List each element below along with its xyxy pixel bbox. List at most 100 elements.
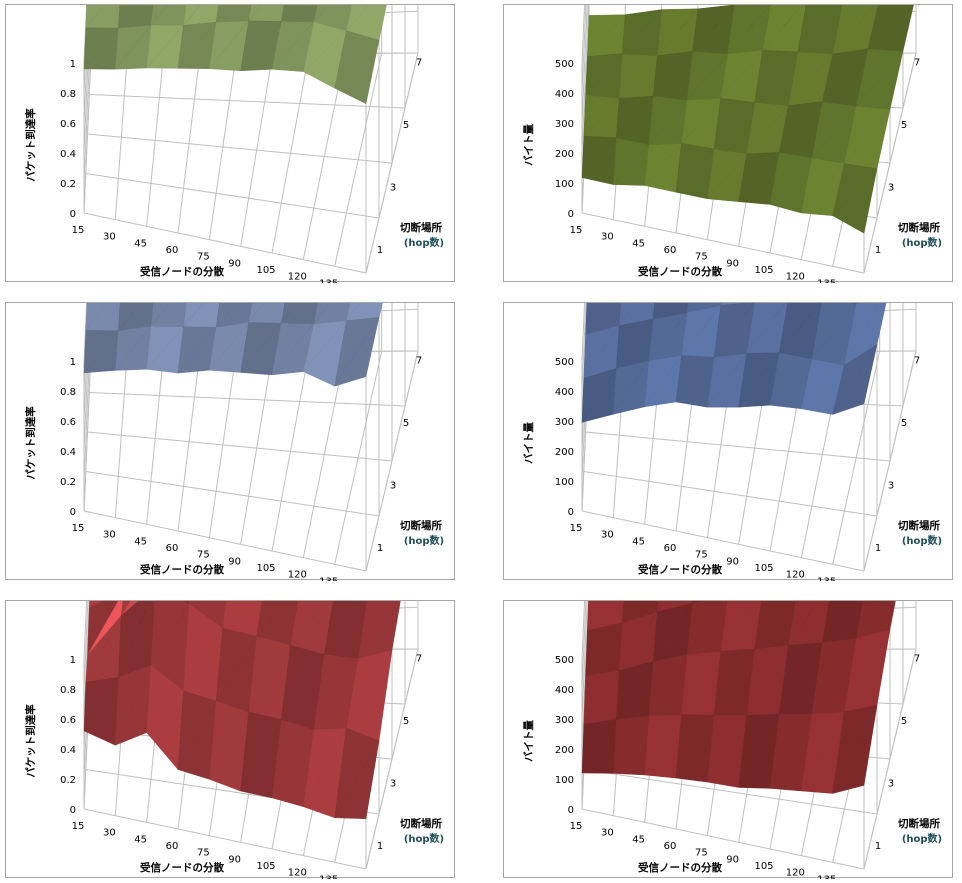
grid-line — [581, 303, 587, 391]
x-tick-label: 105 — [256, 265, 275, 276]
y-tick-label: 0.2 — [60, 179, 76, 190]
surface-facet — [334, 39, 380, 104]
y-tick-label: 500 — [555, 59, 574, 70]
x-tick-label: 120 — [288, 272, 307, 283]
grid-line — [863, 52, 917, 274]
y-tick-label: 0.8 — [60, 685, 76, 696]
y-axis-label: バイト量 — [522, 422, 535, 464]
grid-line — [581, 5, 586, 63]
x-tick-label: 60 — [664, 245, 677, 256]
y-tick-label: 0.8 — [60, 387, 76, 398]
depth-axis-sublabel: (hop数) — [404, 236, 444, 249]
depth-tick-label: 9 — [927, 601, 933, 602]
x-tick-label: 75 — [197, 252, 210, 263]
x-tick-label: 105 — [754, 265, 773, 276]
grid-line — [581, 303, 586, 361]
x-tick-label: 90 — [726, 854, 739, 865]
grid-line — [83, 601, 89, 689]
y-tick-label: 500 — [555, 655, 574, 666]
surface — [581, 303, 887, 424]
y-tick-label: 400 — [555, 387, 574, 398]
x-tick-label: 45 — [134, 238, 147, 249]
x-tick-label: 15 — [72, 225, 85, 236]
x-tick-label: 60 — [166, 841, 179, 852]
depth-axis-label: 切断場所 — [400, 519, 442, 532]
x-tick-label: 30 — [601, 232, 614, 243]
x-tick-label: 75 — [695, 550, 708, 561]
depth-tick-label: 1 — [377, 543, 383, 554]
grid-line — [83, 303, 88, 361]
y-tick-label: 0.4 — [60, 745, 76, 756]
y-tick-label: 1 — [70, 655, 76, 666]
x-tick-label: 30 — [103, 828, 116, 839]
x-axis-label: 受信ノードの分散 — [638, 563, 722, 576]
depth-tick-label: 1 — [875, 841, 881, 852]
chart-svg: AODVパケット到達率00.20.40.60.81153045607590105… — [24, 5, 444, 283]
surface — [581, 601, 896, 794]
surface-facet — [720, 303, 724, 307]
x-tick-label: 105 — [256, 563, 275, 574]
y-tick-label: 200 — [555, 745, 574, 756]
y-tick-label: 100 — [555, 179, 574, 190]
x-tick-label: 135 — [817, 278, 836, 283]
x-tick-label: 135 — [319, 874, 338, 879]
depth-axis-sublabel: (hop数) — [902, 832, 942, 845]
surface-facet — [150, 5, 168, 26]
depth-tick-label: 3 — [888, 183, 894, 194]
x-axis-label: 受信ノードの分散 — [140, 563, 224, 576]
grid-line — [581, 601, 586, 659]
chart-svg: ODMRPパケット到達率00.20.40.60.8115304560759010… — [24, 303, 444, 581]
y-tick-label: 300 — [555, 417, 574, 428]
depth-tick-label: 3 — [390, 183, 396, 194]
x-tick-label: 45 — [134, 536, 147, 547]
x-tick-label: 120 — [786, 570, 805, 581]
depth-tick-label: 1 — [377, 245, 383, 256]
depth-tick-label: 3 — [390, 779, 396, 790]
depth-axis-label: 切断場所 — [400, 817, 442, 830]
x-tick-label: 30 — [103, 232, 116, 243]
depth-tick-label: 9 — [927, 303, 933, 304]
grid-line — [85, 471, 380, 517]
grid-line — [365, 52, 419, 274]
grid-line — [863, 350, 917, 572]
grid-line — [83, 601, 88, 659]
grid-line — [581, 601, 587, 689]
surface — [83, 601, 401, 820]
chart-svg: ODMRPバイト量0100200300400500153045607590105… — [522, 303, 942, 581]
depth-tick-label: 5 — [403, 418, 409, 429]
x-axis-label: 受信ノードの分散 — [638, 265, 722, 278]
y-axis-label: パケット到達率 — [24, 406, 37, 480]
grid-line — [581, 212, 865, 274]
chart-panel-odmrp-pdr: ODMRPパケット到達率00.20.40.60.8115304560759010… — [5, 302, 455, 581]
depth-tick-label: 7 — [416, 58, 422, 69]
depth-axis-label: 切断場所 — [400, 221, 442, 234]
surface-facet — [334, 740, 380, 820]
surface — [83, 303, 383, 387]
x-tick-label: 60 — [664, 841, 677, 852]
grid-line — [583, 769, 878, 815]
x-axis-label: 受信ノードの分散 — [140, 265, 224, 278]
grid-line — [581, 5, 588, 123]
x-tick-label: 60 — [166, 543, 179, 554]
depth-tick-label: 1 — [875, 543, 881, 554]
depth-axis-label: 切断場所 — [898, 519, 940, 532]
grid-line — [863, 648, 917, 870]
y-tick-label: 0 — [70, 507, 76, 518]
x-tick-label: 120 — [786, 868, 805, 879]
y-tick-label: 1 — [70, 357, 76, 368]
depth-tick-label: 5 — [403, 716, 409, 727]
y-tick-label: 1 — [70, 59, 76, 70]
grid-line — [87, 431, 393, 462]
grid-line — [365, 648, 419, 870]
surface-facet — [334, 317, 380, 387]
grid-line — [83, 212, 367, 274]
grid-line — [89, 392, 406, 407]
depth-axis-label: 切断場所 — [898, 221, 940, 234]
surface-facet — [832, 168, 878, 234]
grid-line — [581, 5, 590, 153]
x-tick-label: 120 — [288, 570, 307, 581]
depth-axis-sublabel: (hop数) — [902, 534, 942, 547]
chart-panel-odmrp-bytes: ODMRPバイト量0100200300400500153045607590105… — [503, 302, 953, 581]
x-tick-label: 75 — [695, 848, 708, 859]
y-axis-label: パケット到達率 — [24, 704, 37, 778]
